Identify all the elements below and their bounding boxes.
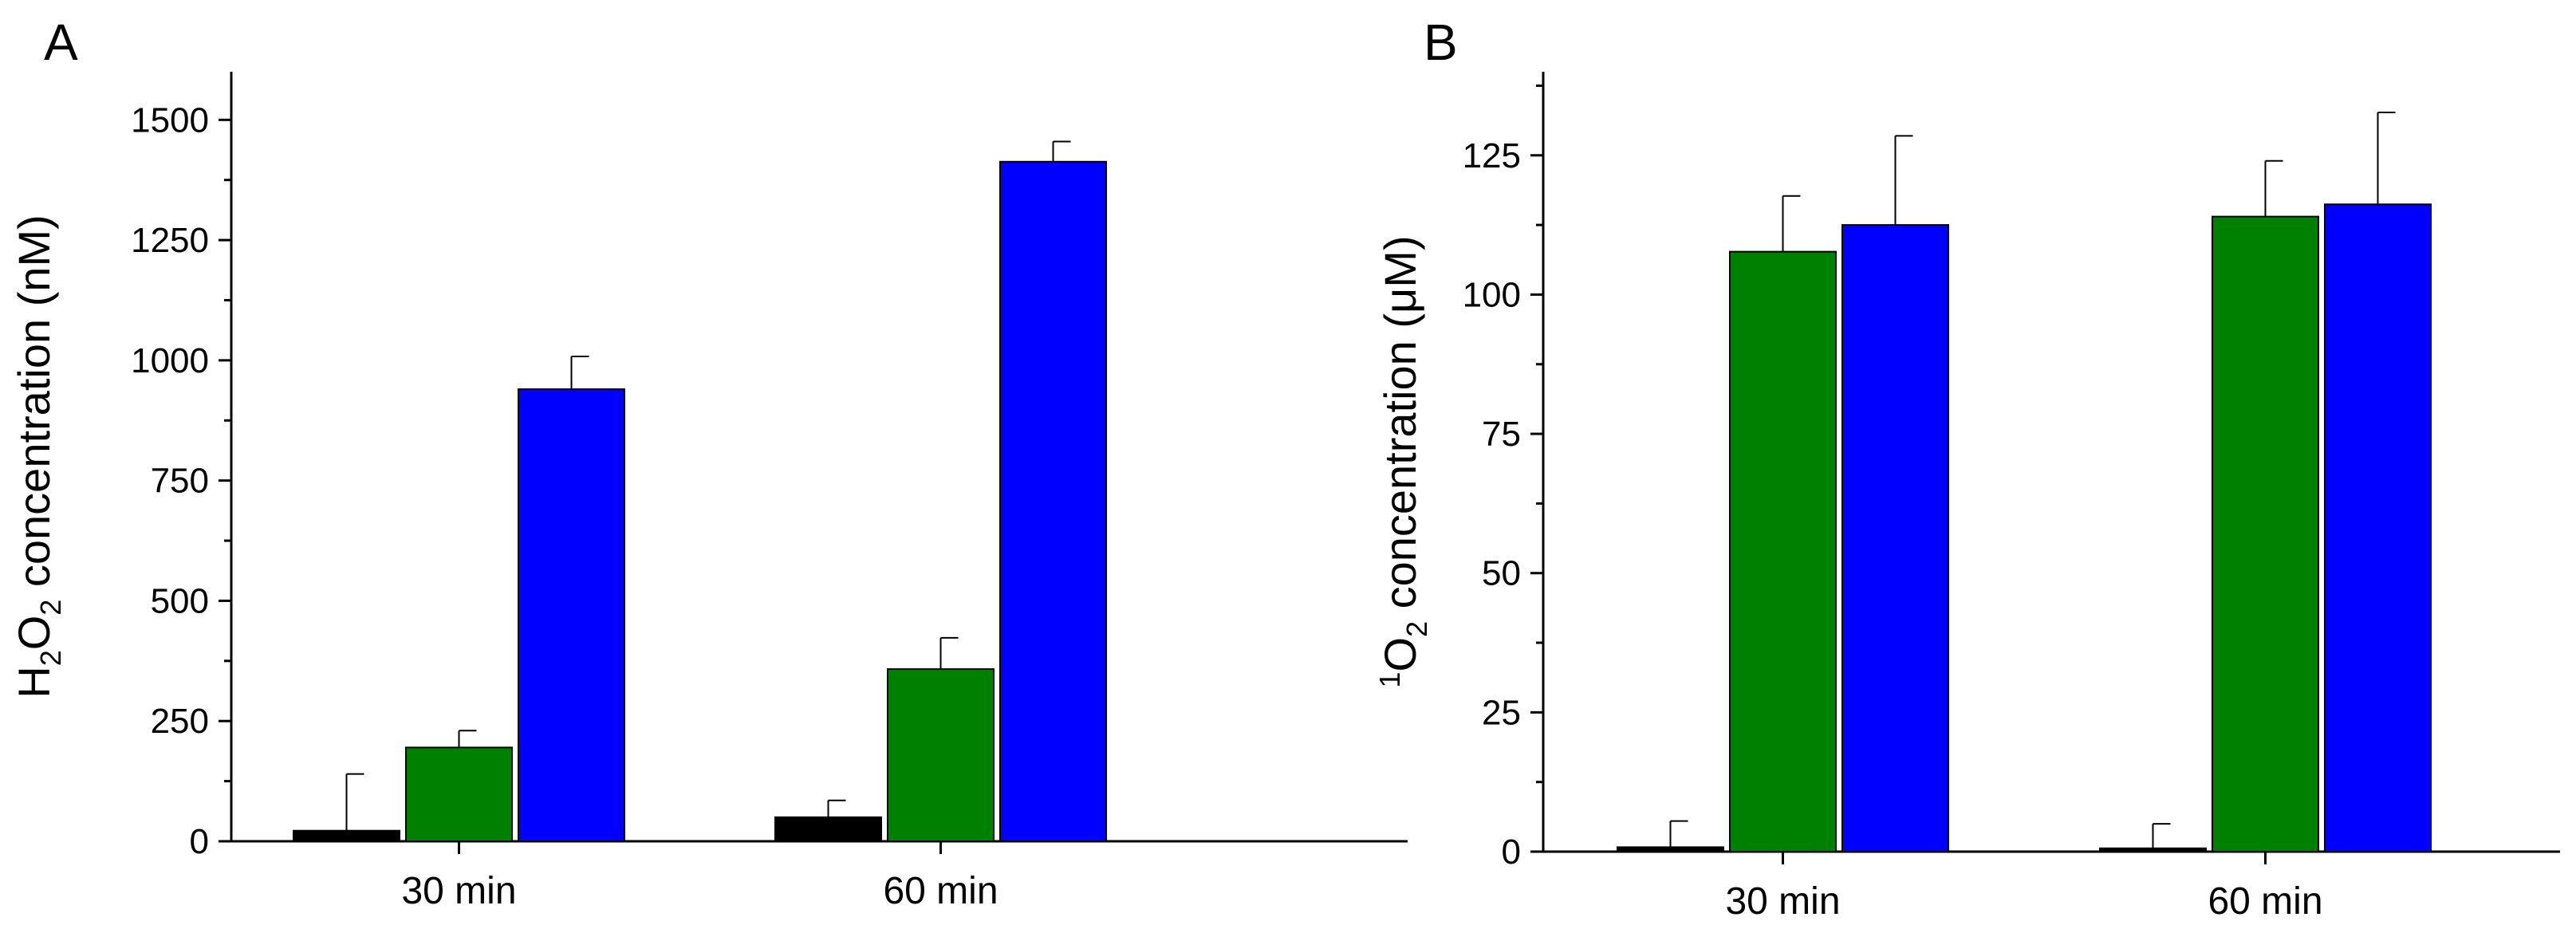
y-title-subscript: 2: [34, 650, 67, 666]
x-category-label: 60 min: [883, 870, 998, 912]
y-tick-label: 0: [1502, 832, 1521, 872]
bar-series-1-0: [293, 829, 400, 842]
bar-series-3-1: [999, 160, 1107, 843]
bar-series-2-0: [1729, 250, 1837, 853]
y-title-text: concentration (μM): [1375, 235, 1425, 621]
y-title-superscript: 1: [1373, 672, 1406, 688]
bar-series-3-0: [1841, 224, 1949, 853]
y-axis-title: H2O2 concentration (nM): [9, 215, 67, 699]
y-tick-label: 500: [151, 581, 209, 620]
panel-label: B: [1424, 14, 1458, 71]
panel-label: A: [44, 14, 78, 71]
bar-series-1-1: [2099, 847, 2207, 853]
bar-series-1-0: [1617, 846, 1724, 852]
bar-series-3-1: [2324, 203, 2432, 852]
y-title-subscript: 2: [34, 600, 67, 616]
y-title-subscript: 2: [1400, 621, 1433, 637]
y-title-text: concentration (nM): [9, 215, 59, 599]
chart-panel-b: B 0 25 50 75 100 125 30 min 60 min 1O2 concentrat…: [1373, 14, 2560, 923]
bar-series-2-1: [887, 668, 995, 842]
bar-series-2-1: [2212, 215, 2319, 852]
y-title-text: H: [9, 666, 59, 698]
chart-panel-a: A 0 250 500 750 1000 1250 1500 30 min 60 min H2O2 …: [9, 14, 1408, 912]
y-tick-label: 750: [151, 462, 209, 501]
y-tick-label: 125: [1463, 136, 1521, 175]
y-axis-title: 1O2 concentration (μM): [1373, 235, 1433, 687]
y-tick-label: 75: [1482, 415, 1521, 454]
y-tick-label: 250: [151, 702, 209, 741]
y-title-text: O: [1375, 637, 1425, 672]
y-tick-label: 25: [1482, 693, 1521, 732]
x-category-label: 30 min: [401, 870, 516, 912]
bar-series-3-0: [518, 388, 625, 842]
y-tick-label: 1000: [131, 341, 209, 380]
y-tick-label: 0: [190, 822, 209, 861]
bar-series-2-0: [405, 746, 513, 842]
x-category-label: 60 min: [2208, 880, 2322, 923]
y-tick-label: 100: [1463, 275, 1521, 314]
y-tick-label: 50: [1482, 554, 1521, 593]
y-tick-label: 1500: [131, 100, 209, 140]
bar-series-1-1: [774, 816, 882, 842]
y-tick-label: 1250: [131, 221, 209, 260]
y-title-text: O: [9, 616, 59, 651]
x-category-label: 30 min: [1725, 880, 1840, 923]
